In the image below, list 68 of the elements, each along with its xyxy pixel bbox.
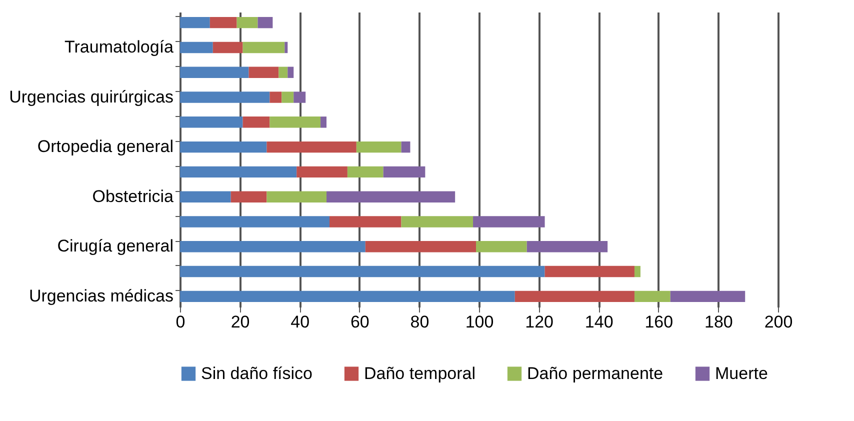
legend-label: Daño temporal bbox=[364, 364, 476, 383]
bar bbox=[278, 66, 288, 78]
bar bbox=[270, 116, 321, 128]
y-tick-label: Ortopedia general bbox=[37, 137, 174, 156]
bar bbox=[330, 216, 402, 228]
bar bbox=[670, 290, 746, 302]
bar bbox=[514, 290, 634, 302]
legend-label: Sin daño físico bbox=[201, 364, 313, 383]
bar bbox=[180, 92, 270, 103]
bar bbox=[180, 241, 366, 252]
y-tick-label: Urgencias médicas bbox=[28, 286, 174, 306]
bar bbox=[473, 216, 545, 228]
bar bbox=[180, 166, 297, 178]
bar bbox=[270, 92, 282, 103]
bar bbox=[634, 266, 640, 278]
y-tick-label: Obstetricia bbox=[92, 186, 174, 206]
bar bbox=[236, 16, 258, 28]
bar bbox=[230, 191, 267, 202]
bar bbox=[212, 42, 243, 54]
bar bbox=[210, 16, 237, 28]
bar bbox=[294, 92, 306, 103]
bar bbox=[180, 141, 267, 153]
y-tick-label: Cirugía general bbox=[57, 236, 174, 256]
bar bbox=[180, 290, 515, 302]
bar bbox=[365, 241, 476, 252]
x-tick-label: 40 bbox=[290, 312, 310, 332]
bar bbox=[242, 116, 270, 128]
bar bbox=[266, 191, 327, 202]
bar bbox=[180, 216, 330, 228]
bar bbox=[320, 116, 327, 128]
bar bbox=[544, 266, 634, 278]
bar bbox=[476, 241, 527, 252]
bar bbox=[326, 191, 456, 202]
bar bbox=[526, 241, 608, 252]
bar bbox=[383, 166, 426, 178]
bar bbox=[401, 216, 474, 228]
x-tick-label: 60 bbox=[350, 312, 370, 332]
x-tick-label: 120 bbox=[525, 312, 554, 332]
x-tick-label: 100 bbox=[465, 312, 494, 332]
bar bbox=[401, 141, 410, 153]
bar bbox=[180, 66, 249, 78]
y-tick-label: Urgencias quirúrgicas bbox=[9, 87, 174, 106]
legend-label: Daño permanente bbox=[527, 364, 664, 383]
bar bbox=[242, 42, 285, 54]
bar bbox=[356, 141, 402, 153]
bar bbox=[266, 141, 356, 153]
x-tick-label: 0 bbox=[176, 312, 186, 332]
x-tick-label: 80 bbox=[410, 312, 430, 332]
x-tick-label: 20 bbox=[230, 312, 250, 332]
bar bbox=[180, 266, 545, 278]
bar bbox=[347, 166, 384, 178]
bar bbox=[282, 92, 294, 103]
bar bbox=[180, 191, 231, 202]
y-tick-label: Traumatología bbox=[64, 37, 174, 56]
bar bbox=[180, 116, 243, 128]
legend-label: Muerte bbox=[715, 364, 768, 383]
x-tick-label: 160 bbox=[644, 312, 674, 332]
bar bbox=[180, 16, 210, 28]
bar bbox=[284, 42, 288, 54]
bar bbox=[180, 42, 213, 54]
x-tick-label: 180 bbox=[704, 312, 733, 332]
bar bbox=[248, 66, 279, 78]
bar bbox=[258, 16, 273, 28]
x-tick-label: 200 bbox=[764, 312, 793, 332]
bar bbox=[288, 66, 294, 78]
bar bbox=[296, 166, 348, 178]
bar bbox=[634, 290, 670, 302]
x-tick-label: 140 bbox=[584, 312, 614, 332]
